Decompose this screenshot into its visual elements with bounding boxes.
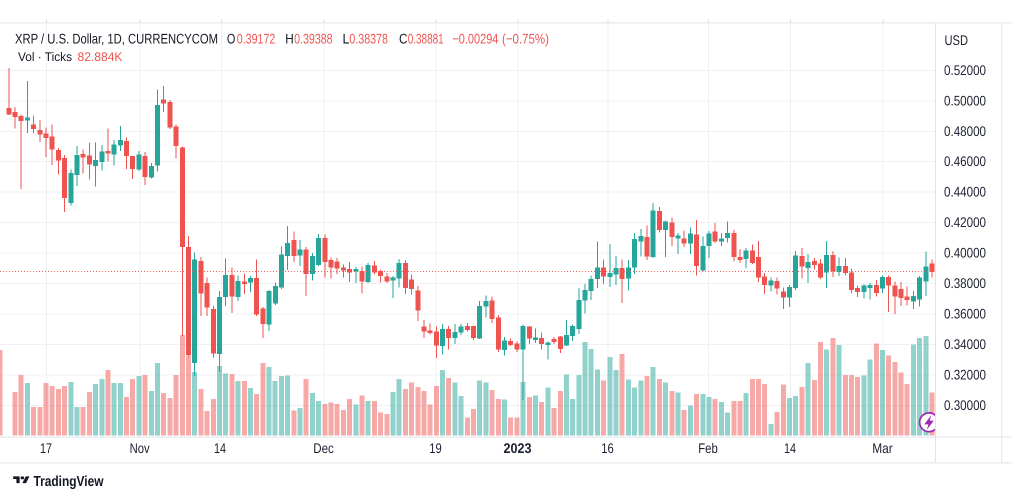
- svg-text:0.36000: 0.36000: [944, 306, 986, 322]
- svg-text:TradingView: TradingView: [34, 474, 105, 490]
- svg-text:14: 14: [214, 440, 226, 456]
- svg-text:Vol · Ticks: Vol · Ticks: [18, 50, 72, 64]
- svg-text:0.38000: 0.38000: [944, 275, 986, 291]
- svg-text:XRP / U.S. Dollar, 1D, CURRENC: XRP / U.S. Dollar, 1D, CURRENCYCOM: [15, 31, 218, 47]
- svg-text:0.42000: 0.42000: [944, 214, 986, 230]
- svg-text:0.38881: 0.38881: [408, 31, 444, 47]
- svg-text:0.40000: 0.40000: [944, 245, 986, 261]
- svg-text:O: O: [227, 31, 236, 47]
- svg-text:Feb: Feb: [698, 440, 718, 456]
- svg-text:0.39172: 0.39172: [237, 31, 276, 47]
- svg-text:14: 14: [784, 440, 796, 456]
- svg-text:16: 16: [601, 440, 614, 456]
- svg-text:0.46000: 0.46000: [944, 153, 986, 169]
- svg-text:0.38378: 0.38378: [349, 31, 388, 47]
- svg-text:0.34000: 0.34000: [944, 336, 986, 352]
- svg-text:Mar: Mar: [872, 440, 893, 456]
- svg-text:L: L: [343, 31, 350, 47]
- svg-text:0.30000: 0.30000: [944, 397, 986, 413]
- svg-text:0.39388: 0.39388: [294, 31, 333, 47]
- svg-text:C: C: [399, 31, 408, 47]
- svg-text:Nov: Nov: [130, 440, 150, 456]
- svg-text:−0.00294: −0.00294: [452, 31, 498, 47]
- svg-text:USD: USD: [945, 32, 969, 48]
- svg-text:(−0.75%): (−0.75%): [502, 31, 549, 47]
- svg-text:0.50000: 0.50000: [944, 93, 986, 109]
- svg-text:82.884K: 82.884K: [78, 50, 124, 64]
- svg-text:0.44000: 0.44000: [944, 184, 986, 200]
- svg-text:19: 19: [429, 440, 442, 456]
- svg-text:H: H: [285, 31, 294, 47]
- svg-text:2023: 2023: [504, 440, 532, 456]
- svg-text:0.52000: 0.52000: [944, 62, 986, 78]
- svg-text:17: 17: [40, 440, 52, 456]
- svg-text:0.48000: 0.48000: [944, 123, 986, 139]
- svg-text:Dec: Dec: [313, 440, 334, 456]
- svg-text:0.32000: 0.32000: [944, 367, 986, 383]
